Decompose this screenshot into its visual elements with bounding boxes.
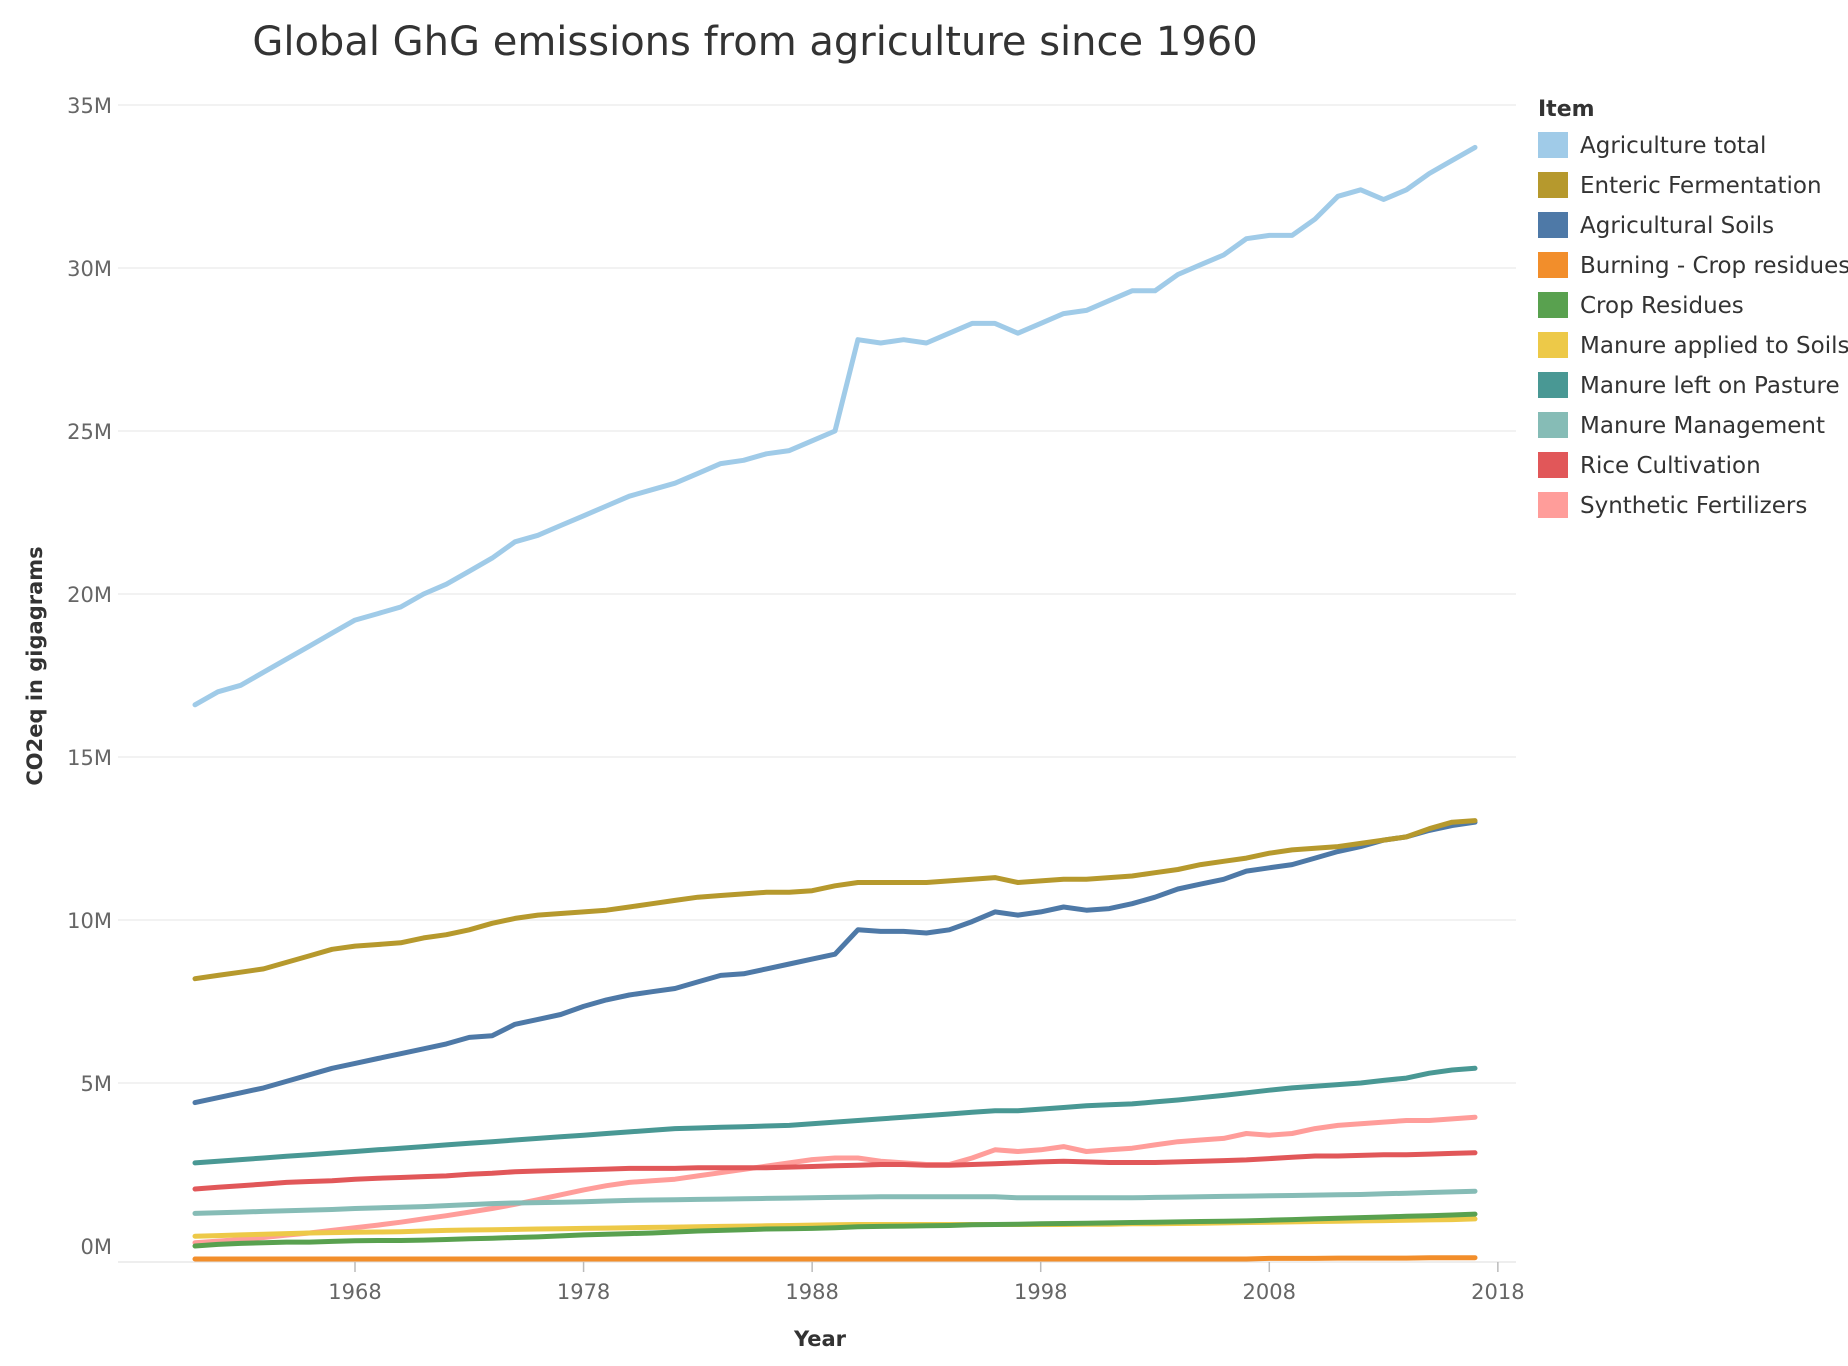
y-tick-label: 30M: [67, 257, 112, 281]
x-tick-label: 1968: [328, 1280, 381, 1304]
y-axis-ticks: 0M 5M 10M 15M 20M 25M 30M 35M: [67, 94, 112, 1259]
x-tick-label: 1978: [557, 1280, 610, 1304]
y-tick-label: 35M: [67, 94, 112, 118]
series-line-synthetic-fertilizers: [192, 1114, 1478, 1246]
gridlines: [118, 104, 1516, 1084]
series-line-rice-cultivation: [192, 1150, 1478, 1192]
legend-label: Burning - Crop residues: [1580, 253, 1848, 279]
legend-swatch: [1538, 292, 1568, 318]
series-line-agriculture-total: [192, 144, 1478, 708]
legend-swatch: [1538, 132, 1568, 158]
legend-label: Enteric Fermentation: [1580, 173, 1822, 199]
legend-label: Manure applied to Soils: [1580, 333, 1848, 359]
series-line-agricultural-soils: [192, 819, 1478, 1106]
x-axis-ticks: 1968 1978 1988 1998 2008 2018: [328, 1262, 1525, 1304]
y-tick-label: 25M: [67, 420, 112, 444]
series-line-crop-residues: [192, 1211, 1478, 1249]
y-tick-label: 10M: [67, 909, 112, 933]
x-tick-label: 1988: [785, 1280, 838, 1304]
legend: Agriculture total Enteric Fermentation Agr…: [1538, 132, 1848, 519]
x-tick-label: 1998: [1014, 1280, 1067, 1304]
series-line-enteric-fermentation: [192, 818, 1478, 982]
legend-title: Item: [1538, 97, 1595, 122]
x-tick-label: 2008: [1243, 1280, 1296, 1304]
series-lines: [192, 144, 1478, 1262]
legend-swatch: [1538, 332, 1568, 358]
legend-label: Manure left on Pasture: [1580, 373, 1840, 399]
x-tick-label: 2018: [1471, 1280, 1524, 1304]
legend-swatch: [1538, 212, 1568, 238]
x-axis-title: Year: [793, 1327, 847, 1351]
legend-label: Manure Management: [1580, 413, 1825, 439]
legend-label: Rice Cultivation: [1580, 453, 1761, 479]
legend-label: Crop Residues: [1580, 293, 1744, 319]
legend-swatch: [1538, 172, 1568, 198]
legend-swatch: [1538, 372, 1568, 398]
series-line-burning-crop-residues: [192, 1255, 1478, 1262]
chart-title: Global GhG emissions from agriculture si…: [252, 19, 1257, 65]
series-line-manure-management: [192, 1188, 1478, 1216]
y-tick-label: 0M: [81, 1235, 112, 1259]
series-line-manure-left-on-pasture: [192, 1065, 1478, 1166]
legend-label: Synthetic Fertilizers: [1580, 493, 1807, 519]
legend-swatch: [1538, 412, 1568, 438]
y-tick-label: 20M: [67, 583, 112, 607]
legend-swatch: [1538, 492, 1568, 518]
legend-label: Agriculture total: [1580, 133, 1766, 159]
y-tick-label: 5M: [81, 1072, 112, 1096]
legend-label: Agricultural Soils: [1580, 213, 1774, 239]
y-tick-label: 15M: [67, 746, 112, 770]
legend-swatch: [1538, 452, 1568, 478]
y-axis-title: CO2eq in gigagrams: [23, 546, 47, 785]
legend-swatch: [1538, 252, 1568, 278]
